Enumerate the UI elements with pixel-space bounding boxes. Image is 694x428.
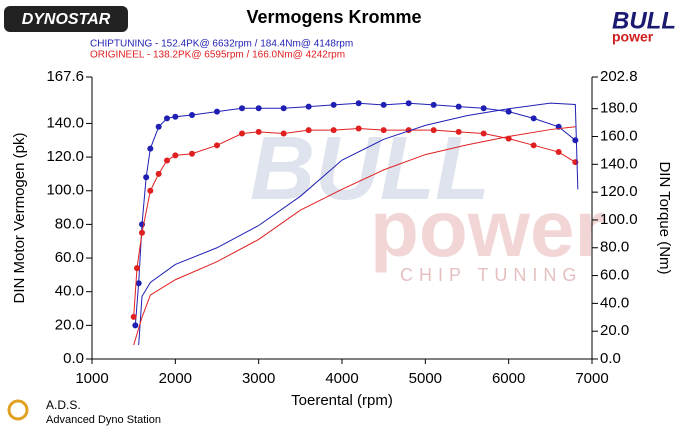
data-point (130, 313, 137, 320)
data-point (380, 127, 387, 134)
y2-axis-label: DIN Torque (Nm) (656, 161, 673, 274)
y2-tick-label: 20.0 (600, 322, 629, 339)
right-logo: BULL (612, 7, 676, 34)
data-point (530, 142, 537, 149)
y2-tick-label: 120.0 (600, 183, 638, 200)
data-point (255, 128, 262, 135)
left-logo: DYNOSTAR (22, 11, 111, 28)
y2-tick-label: 100.0 (600, 211, 638, 228)
y2-tick-label: 140.0 (600, 155, 638, 172)
y2-tick-label: 160.0 (600, 127, 638, 144)
dynostar-logo (4, 6, 128, 32)
data-point (455, 128, 462, 135)
y2-tick-label: 0.0 (600, 350, 621, 367)
data-point (155, 170, 162, 177)
data-point (530, 115, 537, 122)
footer-title: A.D.S. (46, 398, 81, 412)
data-point (139, 229, 145, 236)
watermark: BULL (250, 119, 490, 219)
data-point (280, 130, 287, 137)
data-point (239, 130, 245, 137)
data-point (330, 101, 337, 108)
series-line (138, 102, 579, 346)
data-point (155, 123, 162, 130)
right-logo-sub: power (612, 29, 654, 45)
series-line (133, 126, 576, 346)
data-point (480, 130, 487, 137)
y2-tick-label: 180.0 (600, 100, 638, 117)
data-point (255, 105, 262, 112)
watermark: CHIP TUNING (400, 265, 582, 285)
data-point (355, 125, 362, 132)
data-point (239, 105, 245, 112)
data-point (280, 105, 287, 112)
x-tick-label: 7000 (575, 370, 608, 387)
footer-sub: Advanced Dyno Station (46, 414, 161, 426)
series-line (133, 127, 576, 317)
data-point (305, 103, 312, 110)
data-point (134, 265, 140, 272)
data-point (164, 115, 170, 122)
data-point (189, 112, 195, 119)
data-point (480, 105, 487, 112)
data-point (330, 127, 337, 134)
y-tick-label: 40.0 (55, 283, 84, 300)
x-tick-label: 4000 (325, 370, 358, 387)
y-tick-label: 60.0 (55, 249, 84, 266)
x-tick-label: 6000 (492, 370, 525, 387)
ads-logo (7, 399, 29, 421)
data-point (305, 127, 312, 134)
data-point (214, 142, 220, 149)
x-tick-label: 1000 (75, 370, 108, 387)
watermark: power (370, 184, 606, 273)
y-tick-label: 140.0 (46, 114, 84, 131)
data-point (405, 100, 412, 107)
data-point (189, 150, 195, 157)
data-point (172, 152, 179, 159)
y-tick-label: 0.0 (63, 350, 84, 367)
y2-tick-label: 80.0 (600, 239, 629, 256)
data-point (172, 113, 179, 120)
data-point (147, 145, 154, 152)
x-tick-label: 5000 (409, 370, 442, 387)
data-point (355, 100, 362, 107)
chart-title: Vermogens Kromme (246, 7, 421, 27)
data-point (147, 187, 154, 194)
data-point (555, 149, 562, 156)
data-point (572, 137, 579, 144)
data-point (455, 103, 462, 110)
legend-line: ORIGINEEL - 138.2PK@ 6595rpm / 166.0Nm@ … (90, 50, 345, 61)
data-point (380, 101, 387, 108)
data-point (135, 280, 142, 287)
data-point (143, 174, 150, 181)
data-point (164, 157, 170, 164)
x-tick-label: 2000 (159, 370, 192, 387)
data-point (430, 101, 437, 108)
x-axis-label: Toerental (rpm) (291, 392, 393, 409)
y2-tick-label: 202.8 (600, 68, 638, 85)
y-axis-label: DIN Motor Vermogen (pk) (11, 133, 28, 304)
data-point (430, 127, 437, 134)
data-point (214, 108, 220, 115)
y-tick-label: 80.0 (55, 215, 84, 232)
y2-tick-label: 40.0 (600, 294, 629, 311)
y-tick-label: 120.0 (46, 148, 84, 165)
legend-line: CHIPTUNING - 152.4PK@ 6632rpm / 184.4Nm@… (90, 39, 353, 50)
y-tick-label: 20.0 (55, 316, 84, 333)
y2-tick-label: 60.0 (600, 267, 629, 284)
y-tick-label: 167.6 (46, 68, 84, 85)
data-point (505, 108, 512, 115)
x-tick-label: 3000 (242, 370, 275, 387)
data-point (132, 322, 139, 329)
y-tick-label: 100.0 (46, 182, 84, 199)
